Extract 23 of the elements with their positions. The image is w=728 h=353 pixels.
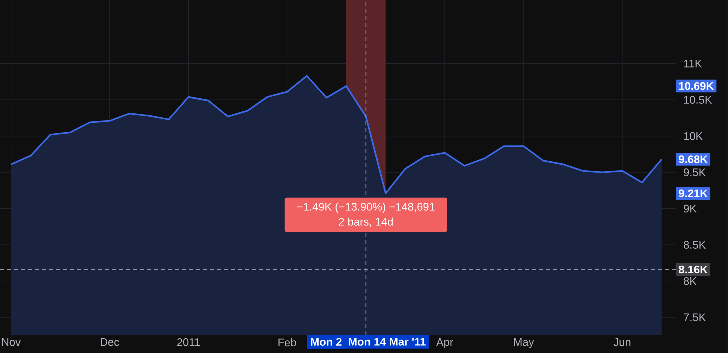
- y-tick-label: 10.5K: [684, 96, 712, 104]
- y-tick-label: 10K: [684, 132, 703, 140]
- ref-line-label: Mon 14 Mar '11: [349, 338, 426, 346]
- y-tick-label: 8K: [684, 277, 697, 286]
- annotation: −1.49K (−13.90%) −148,691: [297, 202, 435, 214]
- ref-line-label: 8.16K: [679, 266, 708, 274]
- y-tick-label: 9K: [684, 204, 697, 213]
- y-tick-label: 11K: [684, 60, 702, 68]
- annotation: 2 bars, 14d: [339, 218, 393, 228]
- x-tick-label: Apr: [436, 338, 454, 348]
- x-tick-label: Dec: [100, 338, 120, 346]
- x-tick-label: 2011: [177, 338, 200, 346]
- band-label: Mon 2: [311, 338, 342, 346]
- annotation: 10.69K: [679, 82, 714, 90]
- y-tick-label: 7.5K: [684, 314, 706, 322]
- annotation: 9.21K: [679, 190, 708, 198]
- annotation: 9.68K: [679, 156, 708, 164]
- y-tick-label: 8.5K: [684, 241, 706, 249]
- x-tick-label: May: [514, 338, 534, 348]
- x-tick-label: Nov: [2, 338, 22, 346]
- x-tick-label: Feb: [278, 338, 296, 347]
- x-tick-label: Jun: [614, 338, 631, 346]
- y-tick-label: 9.5K: [684, 168, 706, 176]
